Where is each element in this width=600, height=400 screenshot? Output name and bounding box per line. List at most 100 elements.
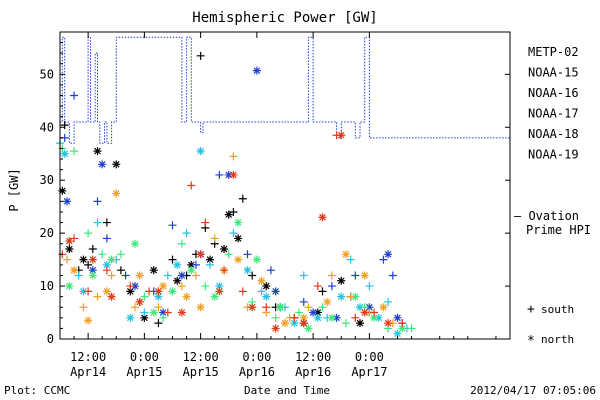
north-point <box>187 266 196 275</box>
north-point <box>313 308 322 317</box>
legend: METP-02 NOAA-15 NOAA-16 NOAA-17 NOAA-18 NOAA-… <box>528 45 579 162</box>
y-axis-label: P [GW] <box>7 168 21 211</box>
series-noaa-15 <box>60 66 407 328</box>
north-point <box>187 260 196 269</box>
south-point <box>248 271 257 280</box>
north-point <box>159 308 168 317</box>
south-point <box>271 313 280 322</box>
north-point <box>140 313 149 322</box>
north-point <box>257 276 266 285</box>
south-point <box>327 282 336 291</box>
south-point <box>70 91 79 100</box>
north-point <box>248 303 257 312</box>
south-point <box>93 292 102 301</box>
north-point <box>234 255 243 264</box>
north-point <box>154 292 163 301</box>
north-point <box>384 250 393 259</box>
north-point <box>102 287 111 296</box>
x-axis-label: Date and Time <box>244 384 330 397</box>
south-point <box>243 250 252 259</box>
north-point <box>149 266 158 275</box>
marker-north-label: north <box>541 333 574 346</box>
x-tick-date-label: Apr15 <box>183 365 219 379</box>
south-point <box>295 308 304 317</box>
north-point <box>276 303 285 312</box>
legend-item-noaa-18: NOAA-18 <box>528 127 579 141</box>
south-point <box>206 260 214 269</box>
ovation-line-group <box>60 36 510 144</box>
south-point <box>266 266 275 275</box>
north-point <box>299 313 308 322</box>
south-point <box>299 297 308 306</box>
marker-south-label: south <box>541 303 574 316</box>
north-point <box>351 292 360 301</box>
south-point <box>168 255 177 264</box>
north-point <box>206 255 214 264</box>
marker-south-symbol: + <box>527 302 535 317</box>
south-point <box>182 229 191 238</box>
north-point <box>107 255 116 264</box>
x-tick-time-label: 12:00 <box>295 350 331 364</box>
north-point <box>182 292 191 301</box>
south-point <box>379 255 388 264</box>
y-tick-label: 50 <box>40 67 54 81</box>
south-point <box>407 324 416 333</box>
north-point <box>243 266 252 275</box>
south-point <box>177 282 186 291</box>
north-point <box>131 239 139 248</box>
north-point <box>271 324 280 333</box>
north-point <box>262 292 271 301</box>
x-tick-time-label: 0:00 <box>242 350 271 364</box>
south-point <box>88 245 97 254</box>
y-tick-label: 30 <box>40 173 54 187</box>
north-point <box>65 245 74 254</box>
ovation-label-line1: — Ovation <box>514 209 579 223</box>
south-point <box>365 282 374 291</box>
south-point <box>201 218 210 227</box>
x-tick-date-label: Apr14 <box>70 365 106 379</box>
south-point <box>93 197 102 206</box>
south-point <box>145 287 154 296</box>
south-point <box>140 292 149 301</box>
south-point <box>220 266 229 275</box>
south-point <box>351 313 360 322</box>
series-noaa-18 <box>63 152 397 328</box>
south-point <box>196 51 205 60</box>
south-point <box>74 271 83 280</box>
north-point <box>262 282 271 291</box>
legend-item-noaa-16: NOAA-16 <box>528 86 579 100</box>
south-point <box>318 303 327 312</box>
south-point <box>102 266 111 275</box>
north-point <box>65 237 74 246</box>
north-point <box>393 313 402 322</box>
north-point <box>309 308 318 317</box>
north-point <box>299 319 308 328</box>
south-point <box>388 271 397 280</box>
south-point <box>341 319 350 328</box>
north-point <box>229 170 238 179</box>
south-point <box>262 303 271 312</box>
south-point <box>304 303 313 312</box>
north-point <box>168 287 177 296</box>
north-point <box>393 329 402 338</box>
timestamp-label: 2012/04/17 07:05:06 <box>470 384 596 397</box>
north-point <box>360 271 369 280</box>
north-point <box>379 303 388 312</box>
north-point <box>112 160 121 169</box>
ovation-legend: — Ovation Prime HPI <box>514 209 591 237</box>
north-point <box>332 313 341 322</box>
north-point <box>107 292 116 301</box>
south-point <box>107 271 116 280</box>
north-point <box>196 250 205 259</box>
south-point <box>126 282 135 291</box>
ovation-label-line2: Prime HPI <box>526 223 591 237</box>
north-point <box>327 313 336 322</box>
south-point <box>140 308 149 317</box>
north-point <box>252 66 261 75</box>
north-point <box>313 313 322 322</box>
series-noaa-19 <box>58 131 407 333</box>
north-point <box>356 319 364 328</box>
north-point <box>98 160 107 169</box>
south-point <box>154 303 163 312</box>
north-point <box>271 287 280 296</box>
